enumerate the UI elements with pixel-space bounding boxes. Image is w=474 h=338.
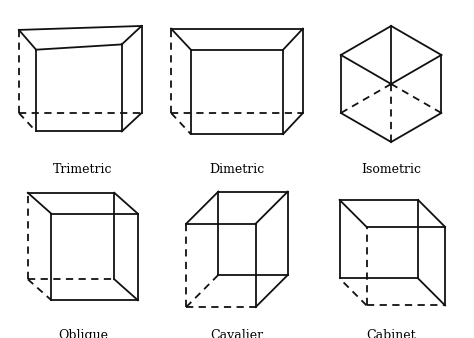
- Text: Cabinet: Cabinet: [366, 329, 416, 338]
- Text: Cavalier: Cavalier: [210, 329, 264, 338]
- Text: Dimetric: Dimetric: [210, 163, 264, 175]
- Text: Isometric: Isometric: [361, 163, 421, 175]
- Text: Trimetric: Trimetric: [53, 163, 113, 175]
- Text: Oblique: Oblique: [58, 329, 108, 338]
